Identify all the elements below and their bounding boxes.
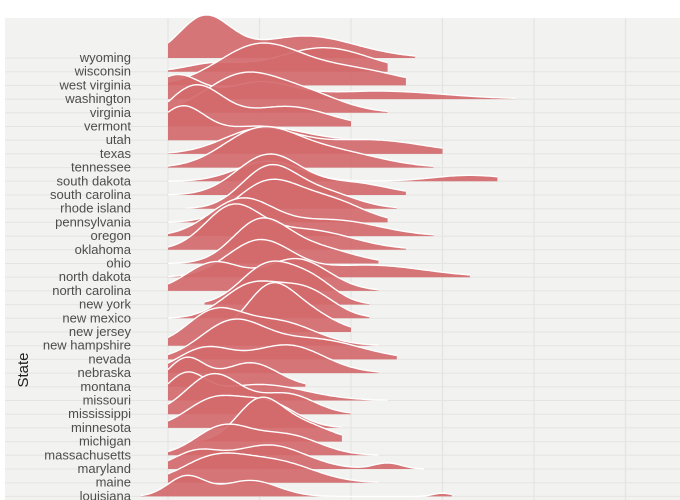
y-axis-title: State [15, 352, 32, 387]
ridge-area-nebraska [168, 344, 379, 374]
ridge-outline-rhode-island [186, 163, 397, 209]
y-tick-label: maine [96, 475, 131, 490]
y-tick-label: montana [80, 379, 131, 394]
y-tick-label: vermont [84, 119, 131, 134]
ridge-area-ohio [168, 217, 379, 264]
ridge-outline-texas [167, 127, 443, 154]
y-tick-label: new jersey [69, 324, 132, 339]
ridge-outline-maryland [167, 444, 425, 470]
ridge-outline-west-virginia [167, 42, 407, 83]
y-tick-label: rhode island [60, 201, 131, 216]
ridge-outline-montana [167, 356, 306, 385]
y-tick-label: new york [79, 297, 132, 312]
y-tick-label: wyoming [79, 50, 131, 65]
y-tick-label: oregon [91, 228, 131, 243]
y-tick-label: west virginia [58, 77, 131, 92]
ridge-area-massachusetts [168, 424, 379, 456]
y-tick-label: virginia [90, 105, 132, 120]
ridge-outline-oklahoma [167, 203, 406, 249]
ridge-area-maine [168, 453, 379, 483]
ridge-outline-oregon [167, 197, 434, 236]
y-tick-label: washington [64, 91, 131, 106]
y-tick-label: utah [106, 132, 131, 147]
y-tick-label: nebraska [78, 365, 132, 380]
y-tick-label: new hampshire [43, 338, 131, 353]
y-tick-label: wisconsin [74, 64, 131, 79]
y-tick-label: maryland [78, 461, 131, 476]
ridge-outline-new-hampshire [167, 306, 379, 346]
y-tick-label: tennessee [71, 160, 131, 175]
ridge-area-west-virginia [168, 43, 406, 86]
ridge-outline-nevada [167, 318, 397, 357]
ridge-outline-utah [167, 104, 342, 139]
ridge-outline-mississippi [167, 372, 352, 414]
ridge-area-louisiana [140, 475, 452, 497]
ridge-outline-tennessee [167, 125, 434, 167]
y-tick-label: minnesota [71, 420, 132, 435]
density-ridges [140, 14, 516, 498]
y-tick-label: nevada [88, 351, 131, 366]
y-tick-label: mississippi [68, 406, 131, 421]
ridge-outline-louisiana [140, 474, 452, 498]
ridge-outline-south-carolina [167, 153, 407, 196]
ridge-outline-nebraska [167, 344, 379, 373]
y-tick-label: pennsylvania [55, 214, 132, 229]
ridge-outline-new-mexico [167, 280, 370, 319]
y-tick-label: michigan [79, 434, 131, 449]
ridge-outline-massachusetts [167, 423, 379, 456]
y-tick-label: north dakota [59, 269, 132, 284]
y-tick-label: south carolina [50, 187, 132, 202]
ridge-outline-ohio [168, 217, 379, 264]
y-tick-label: missouri [83, 393, 132, 408]
y-tick-label: south dakota [57, 173, 132, 188]
ridge-area-wyoming [168, 14, 416, 58]
y-tick-label: massachusetts [44, 447, 131, 462]
ridge-outline-maine [167, 452, 379, 483]
ridge-outline-vermont [167, 83, 352, 122]
ridge-area-tennessee [168, 126, 434, 168]
y-tick-label: ohio [106, 256, 131, 271]
ridge-outline-new-york [204, 260, 370, 305]
y-tick-label: new mexico [62, 310, 131, 325]
ridge-area-vermont [168, 84, 351, 127]
y-tick-label: north carolina [52, 283, 132, 298]
y-tick-label: louisiana [80, 488, 132, 500]
y-tick-label: oklahoma [75, 242, 132, 257]
ridge-outline-wyoming [167, 14, 416, 57]
ridge-outline-minnesota [167, 394, 342, 428]
y-tick-label: texas [100, 146, 132, 161]
